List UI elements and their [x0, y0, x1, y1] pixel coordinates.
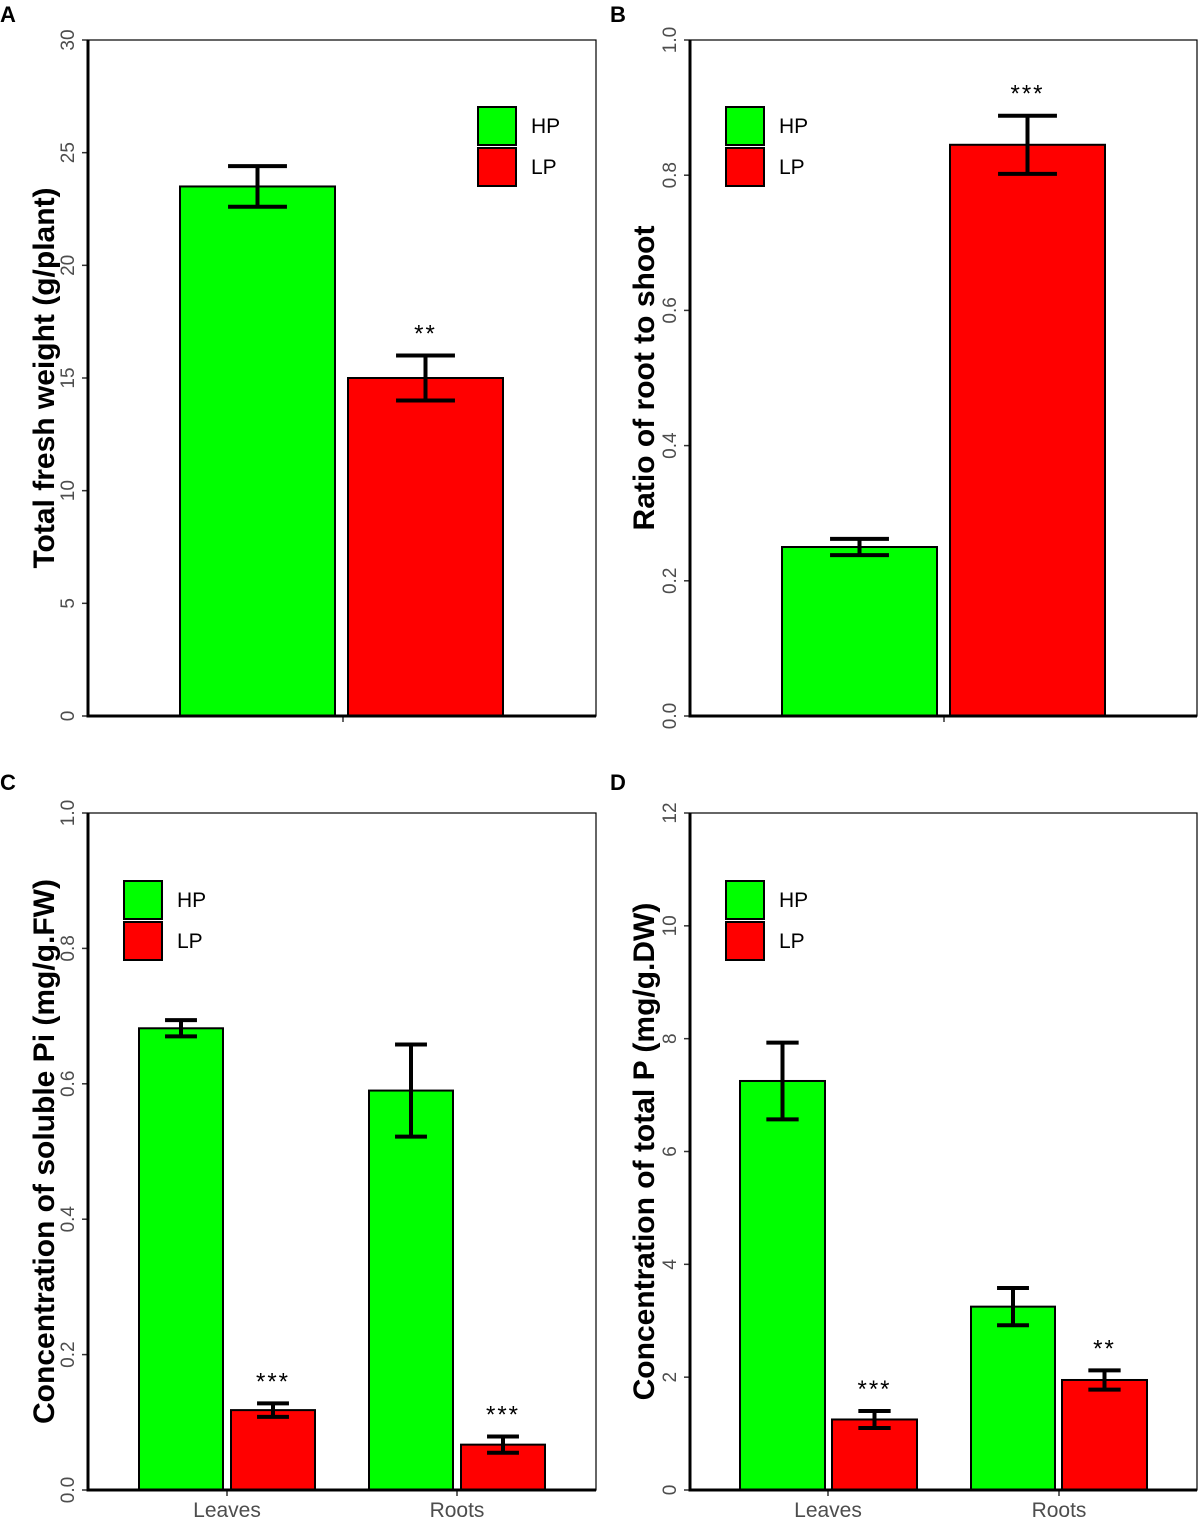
panel-c-ytick-label: 0.8 — [58, 935, 79, 961]
panel-c-ytick-label: 0.0 — [58, 1477, 79, 1503]
panel-c-significance-mark: *** — [486, 1402, 520, 1429]
panel-c-bar-lp — [230, 1409, 316, 1492]
panel-c-legend-swatch-lp — [123, 921, 163, 961]
panel-a-legend-swatch-lp — [477, 147, 517, 187]
panel-a-ytick-label: 10 — [58, 480, 79, 501]
panel-d-y-axis-title: Concentration of total P (mg/g.DW) — [628, 903, 661, 1401]
panel-c-ytick-label: 1.0 — [58, 800, 79, 826]
panel-d-xtick-label: Roots — [1032, 1499, 1087, 1521]
panel-d-letter: D — [610, 770, 626, 795]
panel-c-bar-hp — [368, 1089, 454, 1491]
panel-b-ytick-label: 1.0 — [660, 27, 681, 53]
panel-d-ytick-label: 6 — [660, 1146, 681, 1157]
panel-b-ytick-label: 0.0 — [660, 703, 681, 729]
panel-a-legend-label-lp: LP — [531, 156, 557, 179]
panel-c: C 0.0 0.2 0.4 0.6 0.8 1.0 Leaves Roots *** *** Con… — [0, 770, 597, 1521]
panel-c-xtick-label: Roots — [430, 1499, 485, 1521]
panel-d-legend-swatch-hp — [725, 880, 765, 920]
panel-b: B 0.0 0.2 0.4 0.6 0.8 1.0 *** Ratio of root to … — [610, 2, 1198, 729]
panel-a-legend-swatch-hp — [477, 106, 517, 146]
panel-b-legend-label-hp: HP — [779, 115, 808, 138]
panel-c-legend-label-hp: HP — [177, 889, 206, 912]
panel-d-bar-lp — [831, 1418, 918, 1491]
panel-d-ytick-label: 4 — [660, 1259, 681, 1270]
panel-c-ytick-label: 0.4 — [58, 1206, 79, 1233]
panel-d-legend-label-hp: HP — [779, 889, 808, 912]
panel-c-bar-hp — [138, 1027, 224, 1491]
panel-b-letter: B — [610, 2, 626, 27]
panel-b-plot-frame — [689, 39, 1198, 717]
panel-b-ytick-label: 0.4 — [660, 432, 681, 459]
panel-a-ytick-label: 0 — [58, 711, 79, 722]
panel-c-letter: C — [0, 770, 16, 795]
panel-d-legend-label-lp: LP — [779, 930, 805, 953]
panel-a-ytick-label: 30 — [58, 29, 79, 50]
panel-a-legend-label-hp: HP — [531, 115, 560, 138]
panel-c-legend-swatch-hp — [123, 880, 163, 920]
panel-b-ytick-label: 0.8 — [660, 162, 681, 188]
panel-a-bar-hp — [179, 185, 336, 717]
panel-a-bar-lp — [347, 377, 504, 717]
panel-a: A 0 5 10 15 20 25 30 ** Total fresh weight (g/pl… — [0, 2, 597, 722]
panel-b-bar-lp — [949, 143, 1106, 717]
panel-b-ytick-label: 0.2 — [660, 568, 681, 594]
panel-d-ytick-label: 8 — [660, 1033, 681, 1044]
panel-c-significance-mark: *** — [256, 1368, 290, 1395]
panel-a-plot-frame — [87, 39, 597, 717]
panel-b-ytick-label: 0.6 — [660, 297, 681, 323]
panel-d-xtick-label: Leaves — [794, 1499, 862, 1521]
panel-d-bar-hp — [970, 1305, 1056, 1492]
panel-d-significance-mark: *** — [857, 1376, 891, 1403]
panel-d-bar-hp — [739, 1079, 826, 1491]
panel-c-xtick-label: Leaves — [193, 1499, 261, 1521]
panel-b-bar-hp — [781, 546, 938, 717]
panel-d-bar-lp — [1061, 1378, 1148, 1492]
panel-a-ytick-label: 25 — [58, 142, 79, 163]
panel-b-legend-swatch-lp — [725, 147, 765, 187]
panel-a-y-axis-title: Total fresh weight (g/plant) — [28, 187, 61, 568]
panel-d-significance-mark: ** — [1093, 1335, 1116, 1362]
panel-c-ytick-label: 0.2 — [58, 1341, 79, 1367]
panel-a-ytick-label: 15 — [58, 367, 79, 388]
panel-c-legend-label-lp: LP — [177, 930, 203, 953]
panel-d-legend-swatch-lp — [725, 921, 765, 961]
panel-c-ytick-label: 0.6 — [58, 1071, 79, 1097]
panel-d-ytick-label: 0 — [660, 1485, 681, 1496]
panel-a-letter: A — [0, 2, 16, 27]
panel-d-ytick-label: 2 — [660, 1372, 681, 1383]
panel-a-ytick-label: 5 — [58, 598, 79, 609]
panel-c-y-axis-title: Concentration of soluble Pi (mg/g.FW) — [28, 879, 61, 1424]
panel-a-significance-mark: ** — [414, 320, 437, 347]
panel-d-ytick-label: 10 — [660, 915, 681, 936]
panel-a-ytick-label: 20 — [58, 255, 79, 276]
panel-b-significance-mark: *** — [1010, 81, 1044, 108]
panel-d-ytick-label: 12 — [660, 802, 681, 823]
panel-b-y-axis-title: Ratio of root to shoot — [628, 226, 661, 531]
panel-b-legend-swatch-hp — [725, 106, 765, 146]
panel-b-legend-label-lp: LP — [779, 156, 805, 179]
